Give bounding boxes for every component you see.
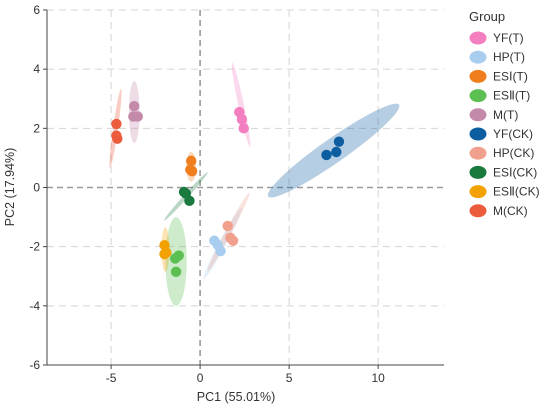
data-point [333,136,345,147]
legend-swatch [469,185,487,199]
data-point [222,220,233,232]
data-point [170,266,182,278]
legend-swatch [469,165,487,179]
y-tick-label: -2 [29,240,40,254]
legend-label: HP(T) [493,50,525,64]
data-point [227,235,239,246]
legend-swatch [469,89,487,103]
legend-swatch [469,146,487,160]
legend-label: YF(T) [493,31,524,45]
legend-swatch [469,108,487,122]
y-tick-label: 0 [33,181,40,195]
data-point [331,146,342,158]
legend-label: M(CK) [493,204,528,218]
y-axis-title: PC2 (17.94%) [3,148,17,227]
legend-swatch [469,127,487,141]
legend-label: ESⅠ(T) [493,69,528,83]
x-tick-label: 10 [371,371,385,385]
legend-swatch [469,50,487,64]
data-point [184,195,195,207]
x-tick-label: -5 [106,371,117,385]
legend: Group YF(T) HP(T) ESⅠ(T) ESⅡ(T) M(T) YF(CK) HP… [469,9,540,218]
legend-label: ESⅡ(T) [493,89,530,103]
y-tick-label: -6 [29,358,40,372]
legend-swatch [469,31,487,45]
x-axis-title: PC1 (55.01%) [197,390,276,404]
data-point [169,253,181,264]
x-tick-label: 5 [286,371,293,385]
legend-label: ESⅡ(CK) [493,185,540,199]
legend-label: YF(CK) [493,127,533,141]
y-tick-label: 2 [33,121,40,135]
legend-label: ESⅠ(CK) [493,165,537,179]
legend-title: Group [469,9,505,24]
data-point [112,133,123,144]
y-tick-label: 6 [33,3,40,17]
legend-label: HP(CK) [493,146,534,160]
y-tick-label: -4 [29,299,40,313]
legend-swatch [469,69,487,83]
data-point [129,100,140,112]
data-points [111,100,345,278]
axis-ticks: -5 0 5 10 -6 -4 -2 0 2 4 6 [29,3,385,385]
x-tick-label: 0 [197,371,204,385]
legend-swatch [469,204,487,218]
data-point [161,247,172,258]
data-point [238,123,249,134]
data-point [186,166,198,177]
data-point [321,149,332,161]
data-point [236,114,248,125]
legend-label: M(T) [493,108,518,122]
data-point [215,245,226,257]
data-point [132,111,143,122]
data-point [186,155,197,167]
y-tick-label: 4 [33,62,40,76]
data-point [111,118,122,130]
